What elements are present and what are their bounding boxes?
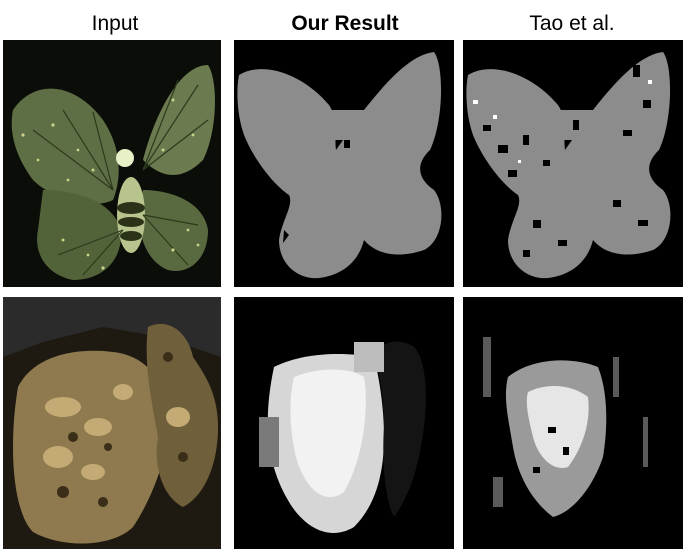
butterfly-input-image xyxy=(3,40,221,287)
butterfly-tao-depth xyxy=(463,40,683,287)
statue-our-result-depth xyxy=(234,297,454,549)
statue-tao-depth xyxy=(463,297,683,549)
butterfly-our-result-depth xyxy=(234,40,454,287)
title-input: Input xyxy=(91,12,139,35)
title-tao-et-al: Tao et al. xyxy=(529,12,615,35)
title-our-result: Our Result xyxy=(291,12,399,35)
statue-input-image xyxy=(3,297,221,549)
